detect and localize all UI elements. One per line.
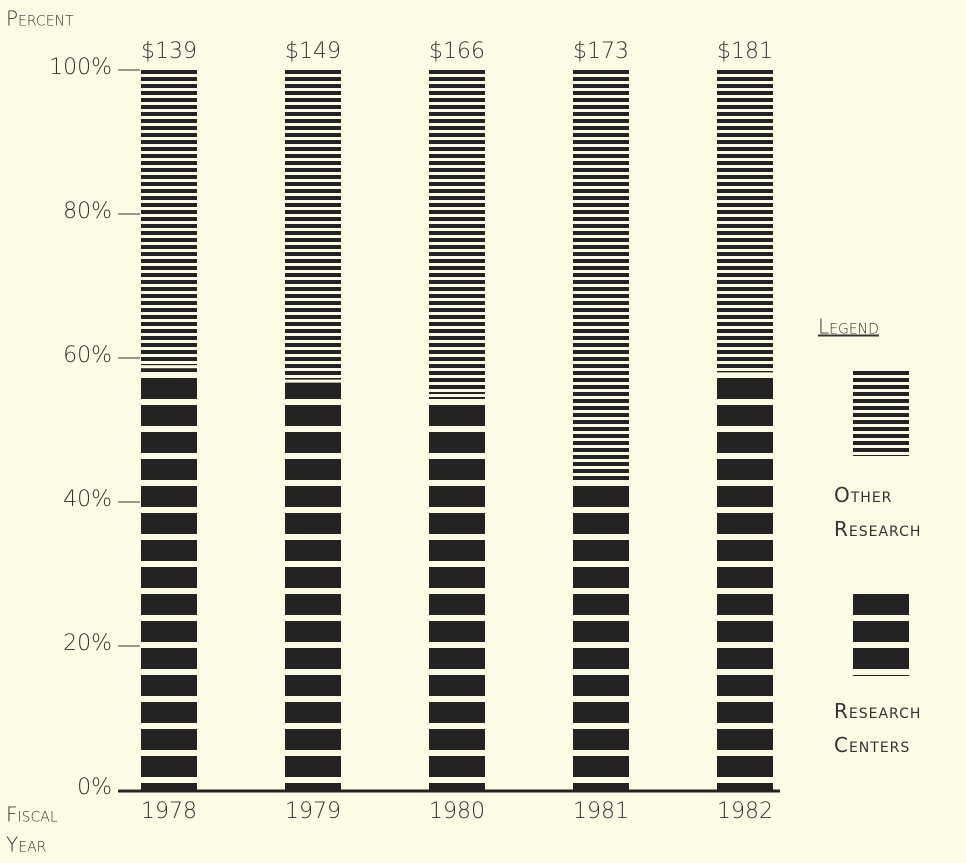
- bar-segment: [573, 70, 629, 481]
- y-axis-label: Percent: [6, 7, 74, 31]
- total-label: $173: [573, 39, 629, 64]
- y-tick-label: 20%: [63, 631, 112, 656]
- total-label: $149: [285, 39, 341, 64]
- legend-label-box: Research Centers: [834, 699, 922, 757]
- bar-segment: [285, 70, 341, 380]
- bar-segment: [285, 382, 341, 790]
- y-tick-label: 0%: [77, 775, 112, 800]
- legend-title: Legend: [818, 315, 879, 339]
- x-axis-label: Fiscal: [6, 803, 58, 827]
- legend-swatch: [853, 368, 909, 456]
- y-tick-label: 80%: [63, 199, 112, 224]
- total-label: $139: [141, 39, 197, 64]
- x-tick-label: 1981: [573, 799, 629, 824]
- total-label: $166: [429, 39, 485, 64]
- bar-segment: [573, 483, 629, 790]
- x-tick-label: 1979: [285, 799, 341, 824]
- bar-segment: [429, 70, 485, 394]
- bar-segment: [141, 70, 197, 366]
- y-tick-label: 60%: [63, 343, 112, 368]
- legend-label: Other Research: [834, 483, 922, 541]
- bar-segment: [141, 368, 197, 790]
- y-tick-label: 100%: [49, 55, 112, 80]
- bar-segment: [717, 70, 773, 373]
- x-axis-label: Year: [6, 833, 46, 857]
- bar-segment: [717, 375, 773, 790]
- x-tick-label: 1980: [429, 799, 485, 824]
- y-tick-label: 40%: [63, 487, 112, 512]
- legend-label-box: Other Research: [834, 483, 922, 541]
- legend-label: Research Centers: [834, 699, 922, 757]
- x-tick-label: 1982: [717, 799, 773, 824]
- total-label: $181: [717, 39, 773, 64]
- x-tick-label: 1978: [141, 799, 197, 824]
- bar-segment: [429, 397, 485, 790]
- legend-swatch: [853, 588, 909, 676]
